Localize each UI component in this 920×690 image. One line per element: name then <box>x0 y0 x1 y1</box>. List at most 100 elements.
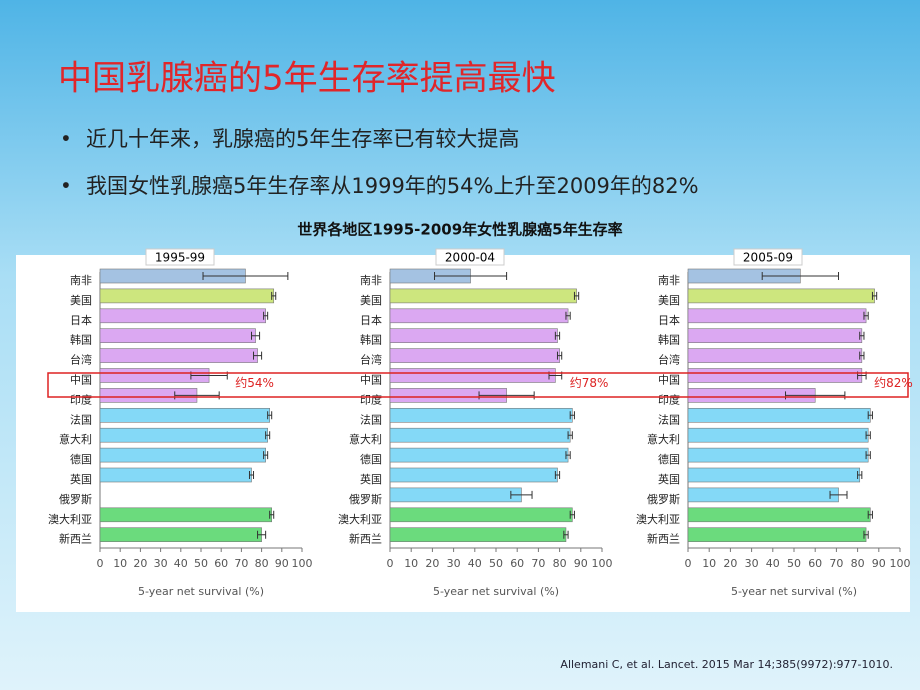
bullet-text: 我国女性乳腺癌5年生存率从1999年的54%上升至2009年的82% <box>86 174 699 198</box>
panel-title-box <box>435 248 505 266</box>
x-tick-label: 100 <box>890 557 911 570</box>
bar <box>99 507 272 523</box>
x-axis-label: 5-year net survival (%) <box>731 585 857 598</box>
bar <box>389 328 558 344</box>
x-tick-label: 80 <box>553 557 567 570</box>
slide-title: 中国乳腺癌的5年生存率提高最快 <box>58 59 556 99</box>
category-label: 台湾 <box>70 353 92 367</box>
bullet-text: 近几十年来，乳腺癌的5年生存率已有较大提高 <box>86 127 519 151</box>
annotation: 约78% <box>570 375 609 390</box>
x-tick-label: 30 <box>447 557 461 570</box>
error-bar <box>554 471 561 479</box>
figure-title: 世界各地区1995-2009年女性乳腺癌5年生存率 <box>297 221 622 239</box>
category-label: 日本 <box>360 313 382 327</box>
x-tick-label: 0 <box>97 557 104 570</box>
x-tick-label: 0 <box>685 557 692 570</box>
error-bar <box>251 331 261 340</box>
error-bar <box>785 391 846 400</box>
category-label: 中国 <box>658 374 680 387</box>
error-bar <box>761 272 840 280</box>
x-tick-label: 90 <box>872 557 886 570</box>
bar <box>99 308 266 324</box>
x-tick-label: 30 <box>745 557 759 570</box>
panel-title: 2000-04 <box>445 251 495 265</box>
error-bar <box>510 490 533 499</box>
x-tick-label: 50 <box>194 557 208 570</box>
bullet: • <box>60 174 72 198</box>
x-tick-label: 90 <box>275 557 289 570</box>
category-label: 日本 <box>658 313 680 327</box>
error-bar <box>565 451 571 460</box>
error-bar <box>202 272 289 280</box>
bar <box>99 288 275 304</box>
category-label: 意大利 <box>647 432 680 446</box>
x-tick-label: 60 <box>808 557 822 570</box>
error-bar <box>554 331 561 340</box>
error-bar <box>569 510 575 519</box>
error-bar <box>265 431 271 440</box>
category-label: 美国 <box>658 294 680 307</box>
category-label: 美国 <box>70 294 92 307</box>
x-tick-label: 20 <box>723 557 737 570</box>
error-bar <box>267 411 273 420</box>
category-label: 法国 <box>70 412 92 426</box>
category-label: 印度 <box>360 392 382 406</box>
error-bar <box>859 331 865 340</box>
error-bar <box>867 510 873 519</box>
category-label: 意大利 <box>59 432 92 446</box>
bar <box>389 527 567 543</box>
category-label: 新西兰 <box>647 532 680 546</box>
bar <box>99 467 252 483</box>
bar <box>389 368 556 383</box>
x-tick-label: 100 <box>292 557 313 570</box>
x-tick-label: 50 <box>787 557 801 570</box>
category-label: 南非 <box>360 274 382 287</box>
error-bar <box>569 411 575 420</box>
bar <box>389 487 522 503</box>
error-bar <box>269 510 275 519</box>
citation: Allemani C, et al. Lancet. 2015 Mar 14;3… <box>560 658 893 671</box>
bar <box>389 507 573 523</box>
bar <box>687 487 839 503</box>
panel-title: 1995-99 <box>155 251 205 265</box>
category-label: 俄罗斯 <box>59 493 92 506</box>
category-label: 日本 <box>70 313 92 327</box>
x-tick-label: 40 <box>766 557 780 570</box>
category-label: 澳大利亚 <box>48 512 92 526</box>
category-label: 意大利 <box>349 432 382 446</box>
bar <box>99 328 256 344</box>
category-label: 德国 <box>70 452 92 466</box>
bar <box>99 427 268 443</box>
error-bar <box>248 471 255 479</box>
x-axis-label: 5-year net survival (%) <box>138 585 264 598</box>
error-bar <box>863 530 869 539</box>
bar <box>389 407 573 423</box>
bar <box>389 427 571 443</box>
error-bar <box>573 291 580 300</box>
bullet: • <box>60 127 72 151</box>
bar <box>99 447 266 463</box>
bar <box>687 328 863 344</box>
error-bar <box>565 311 571 320</box>
x-tick-label: 40 <box>468 557 482 570</box>
category-label: 南非 <box>70 274 92 287</box>
bar <box>687 427 869 443</box>
category-label: 法国 <box>658 412 680 426</box>
category-label: 美国 <box>360 294 382 307</box>
x-tick-label: 20 <box>425 557 439 570</box>
bar <box>687 447 869 463</box>
error-bar <box>859 351 865 360</box>
error-bar <box>865 451 871 460</box>
category-label: 澳大利亚 <box>338 512 382 526</box>
category-label: 台湾 <box>360 353 382 367</box>
panel-title: 2005-09 <box>743 251 793 265</box>
bar <box>687 467 861 483</box>
error-bar <box>865 431 871 440</box>
error-bar <box>863 311 869 320</box>
category-label: 英国 <box>70 472 92 486</box>
category-label: 俄罗斯 <box>647 493 680 506</box>
category-label: 印度 <box>658 392 680 406</box>
category-label: 南非 <box>658 274 680 287</box>
category-label: 韩国 <box>70 333 92 347</box>
